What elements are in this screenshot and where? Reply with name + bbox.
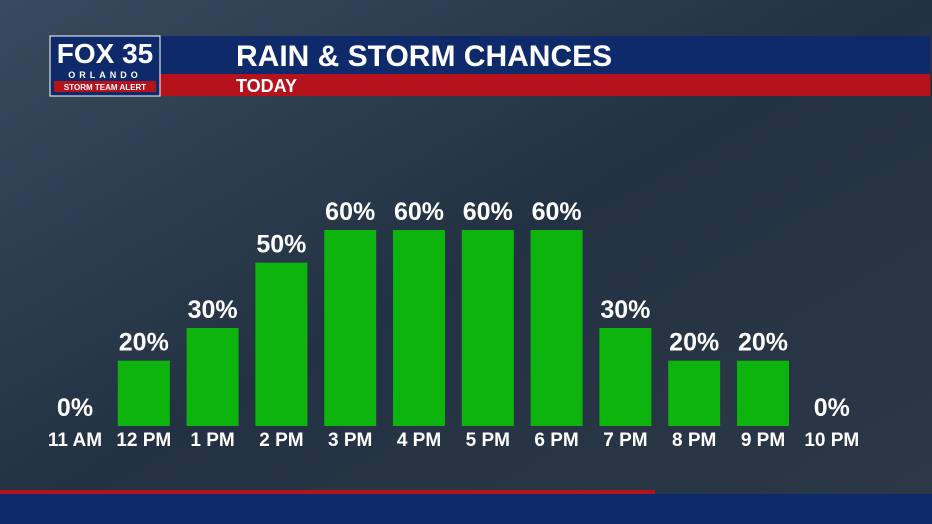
x-tick-label: 2 PM [259, 430, 303, 451]
bar [393, 230, 445, 426]
bar [186, 328, 239, 426]
subtitle-band [160, 74, 930, 96]
chart-title: RAIN & STORM CHANCES [236, 40, 612, 73]
x-tick-label: 7 PM [603, 430, 647, 451]
x-tick-label: 5 PM [466, 430, 510, 451]
value-label: 30% [188, 296, 238, 324]
logo-tag-band [54, 81, 156, 92]
bar [324, 230, 377, 426]
bar [599, 328, 652, 426]
value-label: 0% [814, 394, 850, 422]
logo-brand: FOX 35 [57, 38, 153, 69]
x-tick-label: 1 PM [190, 430, 234, 451]
x-tick-label: 9 PM [741, 430, 785, 451]
x-tick-label: 8 PM [672, 430, 716, 451]
bar [255, 262, 308, 426]
value-label: 60% [463, 198, 513, 226]
x-tick-label: 6 PM [534, 430, 578, 451]
value-label: 0% [57, 394, 93, 422]
value-label: 60% [394, 198, 444, 226]
bar [530, 230, 583, 426]
value-label: 30% [600, 296, 650, 324]
value-label: 60% [532, 198, 582, 226]
x-tick-label: 11 AM [48, 430, 102, 451]
bar [737, 360, 789, 426]
value-label: 50% [256, 231, 306, 259]
logo-city: ORLANDO [68, 70, 142, 80]
bar [461, 230, 514, 426]
value-label: 20% [669, 329, 719, 357]
value-label: 20% [119, 329, 169, 357]
bar [668, 360, 721, 426]
footer-band [0, 494, 932, 524]
value-label: 20% [738, 329, 788, 357]
x-tick-label: 4 PM [397, 430, 441, 451]
x-tick-label: 10 PM [804, 430, 859, 451]
value-label: 60% [325, 198, 375, 226]
title-band [160, 36, 930, 74]
footer-red-line [0, 490, 655, 494]
x-tick-label: 3 PM [328, 430, 372, 451]
logo-tag: STORM TEAM ALERT [64, 83, 146, 92]
x-tick-label: 12 PM [116, 430, 171, 451]
bar [117, 360, 170, 426]
chart-subtitle: TODAY [236, 76, 297, 96]
